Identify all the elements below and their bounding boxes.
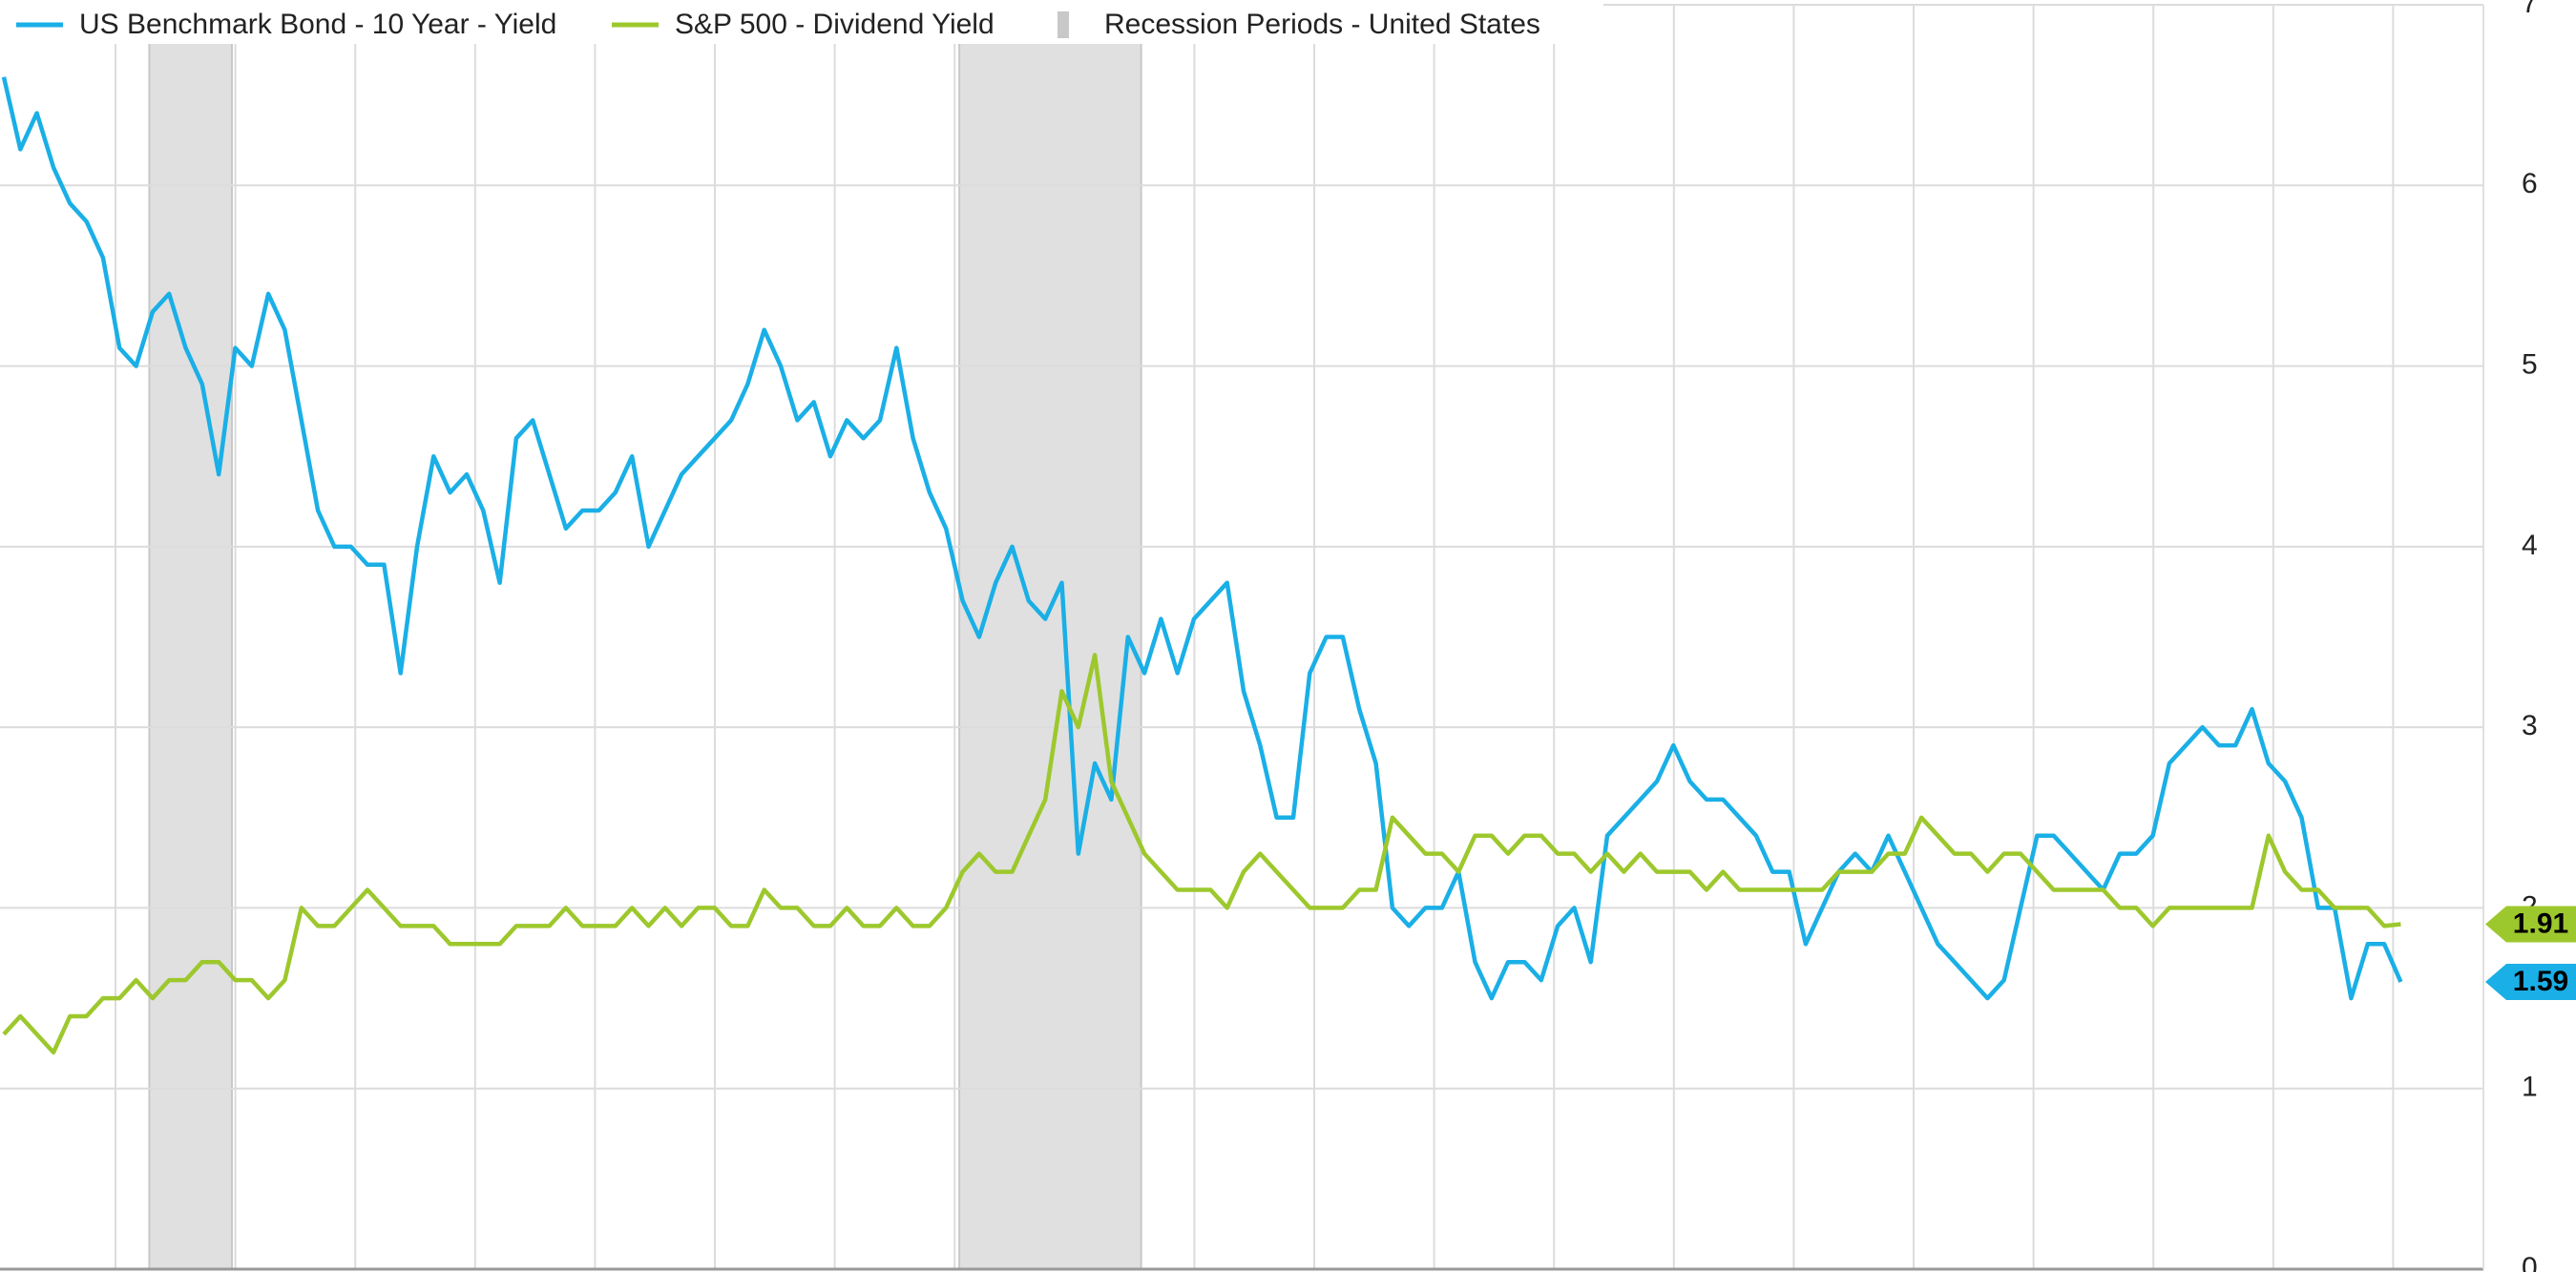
end-tag-label: 1.91	[2513, 907, 2568, 939]
end-tags: 1.59 1.91	[2485, 906, 2576, 1001]
recession-band	[148, 4, 234, 1270]
y-tick-label: 3	[2522, 710, 2538, 741]
legend: US Benchmark Bond - 10 Year - Yield S&P …	[0, 0, 1603, 44]
end-tag	[2485, 964, 2576, 1001]
series-line	[2, 653, 2401, 1055]
y-tick-label: 4	[2522, 530, 2538, 561]
y-tick-label: 6	[2522, 168, 2538, 199]
legend-label: Recession Periods - United States	[1104, 9, 1540, 40]
legend-swatch	[1058, 11, 1069, 38]
series-layer	[1, 76, 2403, 1055]
legend-background	[0, 0, 1603, 44]
recession-band	[958, 4, 1142, 1270]
y-tick-label: 5	[2522, 348, 2538, 380]
legend-label: S&P 500 - Dividend Yield	[675, 9, 995, 40]
y-tick-label: 0	[2522, 1252, 2538, 1272]
y-tick-label: 1	[2522, 1072, 2538, 1103]
end-tag-label: 1.59	[2513, 966, 2568, 997]
series-line	[1, 76, 2403, 1001]
y-tick-label: 7	[2522, 0, 2538, 19]
legend-label: US Benchmark Bond - 10 Year - Yield	[79, 9, 556, 40]
end-tag	[2485, 906, 2576, 943]
